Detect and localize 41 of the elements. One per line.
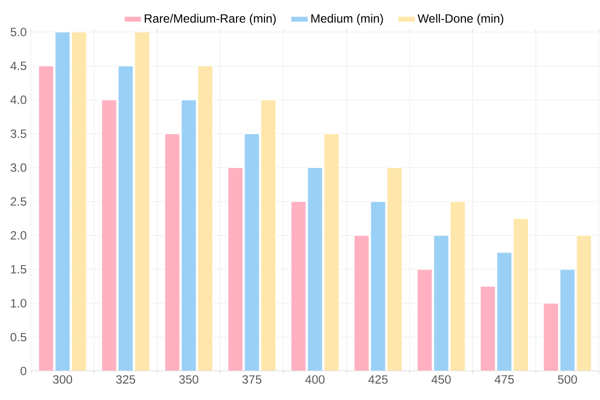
y-tick-label: 2.0 bbox=[10, 231, 26, 240]
bar bbox=[134, 32, 150, 371]
bar bbox=[386, 167, 403, 371]
bar bbox=[496, 252, 512, 371]
y-tick-label: 5.0 bbox=[10, 28, 26, 36]
y-tick-label: 3.5 bbox=[10, 129, 26, 138]
legend-label: Medium (min) bbox=[311, 14, 383, 26]
x-tick-label: 350 bbox=[179, 375, 198, 384]
x-tick-label: 325 bbox=[116, 375, 136, 384]
y-tick-label: 3.0 bbox=[10, 163, 26, 172]
bar bbox=[244, 133, 260, 371]
x-tick-label: 500 bbox=[558, 375, 577, 384]
y-tick-label: 0 bbox=[20, 366, 26, 376]
x-tick-label: 475 bbox=[494, 375, 514, 384]
y-tick-label: 4.0 bbox=[10, 96, 26, 104]
x-tick-label: 375 bbox=[242, 375, 262, 384]
bar bbox=[71, 32, 87, 371]
legend-label: Rare/Medium-Rare (min) bbox=[144, 14, 276, 26]
bar bbox=[370, 201, 386, 371]
bar bbox=[324, 133, 340, 371]
bar bbox=[260, 99, 276, 371]
bar bbox=[307, 167, 323, 371]
bar bbox=[576, 235, 592, 371]
bar bbox=[197, 66, 214, 371]
x-tick-label: 400 bbox=[305, 375, 325, 384]
bar bbox=[433, 235, 450, 371]
legend-label: Well-Done (min) bbox=[418, 14, 504, 26]
bar bbox=[450, 201, 466, 371]
x-tick-label: 450 bbox=[431, 375, 451, 384]
bar bbox=[180, 99, 197, 371]
y-tick-label: 1.5 bbox=[11, 265, 26, 274]
y-tick-label: 4.5 bbox=[10, 62, 26, 70]
y-tick-label: 0.5 bbox=[10, 332, 26, 342]
bar bbox=[560, 268, 576, 371]
x-tick-label: 300 bbox=[53, 375, 72, 384]
x-tick-label: 425 bbox=[368, 375, 388, 384]
bar bbox=[512, 218, 529, 371]
bar bbox=[54, 32, 70, 371]
y-tick-label: 2.5 bbox=[10, 197, 26, 206]
bar bbox=[118, 66, 134, 371]
y-tick-label: 1.0 bbox=[11, 298, 26, 308]
